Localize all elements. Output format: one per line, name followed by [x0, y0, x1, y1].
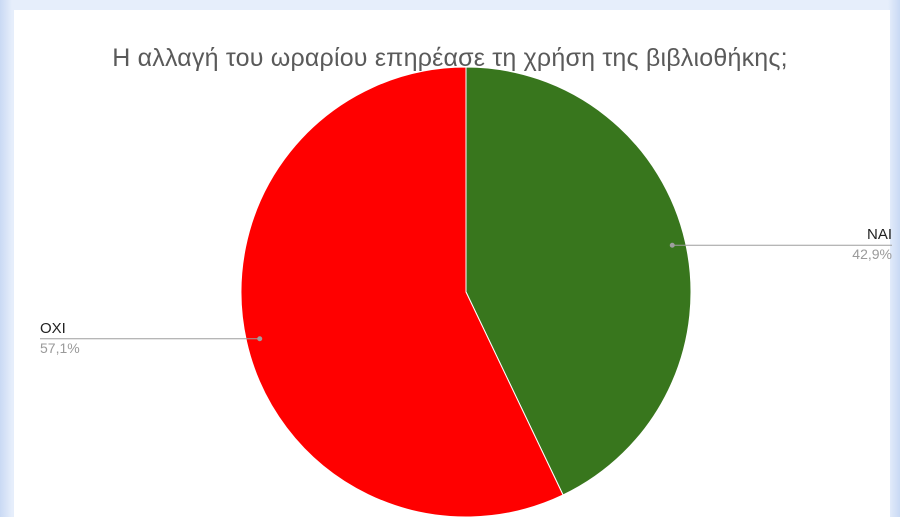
pie-slice-nai	[465, 66, 692, 496]
leader-dot	[257, 336, 263, 342]
slice-percentage: 57,1%	[40, 340, 80, 356]
pie-slice-oxi	[240, 66, 564, 517]
slice-label: ΝΑΙ	[867, 226, 892, 243]
slice-label: ΟΧΙ	[40, 320, 66, 337]
slice-percentage: 42,9%	[852, 246, 892, 262]
leader-dot	[669, 242, 675, 248]
